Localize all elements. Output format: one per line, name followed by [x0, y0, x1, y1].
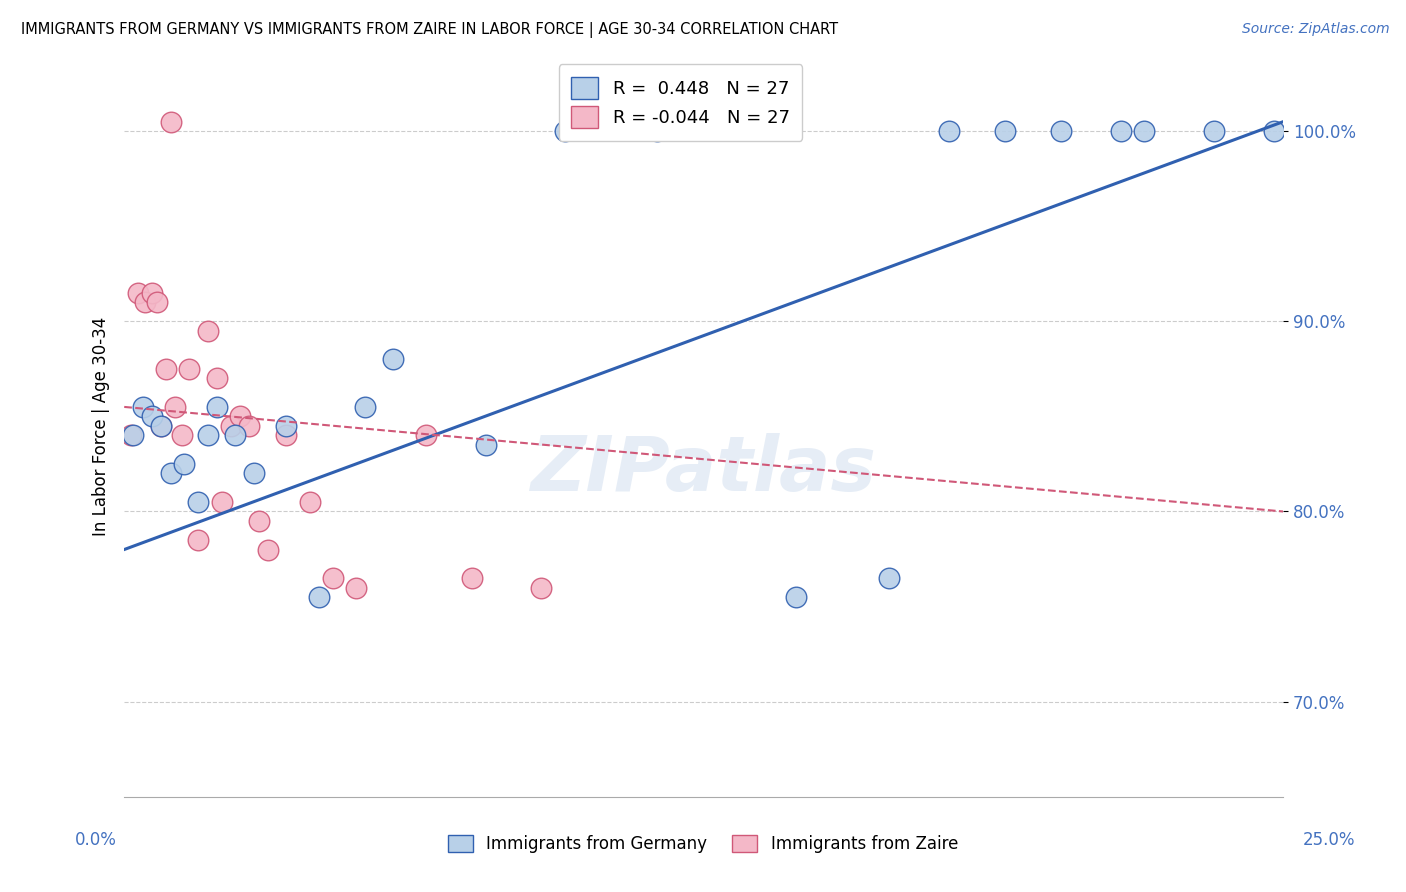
Point	[1049, 124, 1071, 138]
Point	[354, 400, 377, 414]
Point	[1202, 124, 1225, 138]
Point	[127, 285, 149, 300]
Point	[322, 571, 344, 585]
Point	[150, 419, 173, 434]
Text: ZIPatlas: ZIPatlas	[530, 434, 877, 508]
Point	[647, 124, 669, 138]
Point	[1109, 124, 1132, 138]
Point	[187, 533, 209, 547]
Point	[344, 581, 367, 595]
Point	[1133, 124, 1156, 138]
Text: 0.0%: 0.0%	[75, 831, 117, 849]
Text: 25.0%: 25.0%	[1302, 831, 1355, 849]
Point	[165, 400, 187, 414]
Point	[382, 352, 405, 367]
Y-axis label: In Labor Force | Age 30-34: In Labor Force | Age 30-34	[93, 317, 110, 535]
Point	[145, 295, 167, 310]
Point	[141, 285, 163, 300]
Point	[877, 571, 900, 585]
Text: Source: ZipAtlas.com: Source: ZipAtlas.com	[1241, 22, 1389, 37]
Point	[530, 581, 553, 595]
Text: IMMIGRANTS FROM GERMANY VS IMMIGRANTS FROM ZAIRE IN LABOR FORCE | AGE 30-34 CORR: IMMIGRANTS FROM GERMANY VS IMMIGRANTS FR…	[21, 22, 838, 38]
Point	[179, 362, 201, 376]
Legend: R =  0.448   N = 27, R = -0.044   N = 27: R = 0.448 N = 27, R = -0.044 N = 27	[558, 64, 803, 141]
Point	[276, 419, 298, 434]
Point	[219, 419, 242, 434]
Point	[415, 428, 437, 442]
Point	[257, 542, 280, 557]
Legend: Immigrants from Germany, Immigrants from Zaire: Immigrants from Germany, Immigrants from…	[440, 827, 966, 862]
Point	[155, 362, 177, 376]
Point	[308, 590, 330, 604]
Point	[141, 409, 163, 424]
Point	[187, 495, 209, 509]
Point	[229, 409, 252, 424]
Point	[461, 571, 484, 585]
Point	[134, 295, 156, 310]
Point	[172, 428, 194, 442]
Point	[554, 124, 576, 138]
Point	[205, 400, 228, 414]
Point	[159, 114, 181, 128]
Point	[1263, 124, 1285, 138]
Point	[994, 124, 1017, 138]
Point	[122, 428, 145, 442]
Point	[276, 428, 298, 442]
Point	[243, 467, 266, 481]
Point	[150, 419, 173, 434]
Point	[475, 438, 498, 452]
Point	[205, 371, 228, 385]
Point	[247, 514, 270, 528]
Point	[298, 495, 321, 509]
Point	[159, 467, 181, 481]
Point	[211, 495, 233, 509]
Point	[224, 428, 246, 442]
Point	[785, 590, 807, 604]
Point	[120, 428, 142, 442]
Point	[238, 419, 260, 434]
Point	[132, 400, 155, 414]
Point	[173, 457, 195, 471]
Point	[197, 428, 219, 442]
Point	[197, 324, 219, 338]
Point	[938, 124, 960, 138]
